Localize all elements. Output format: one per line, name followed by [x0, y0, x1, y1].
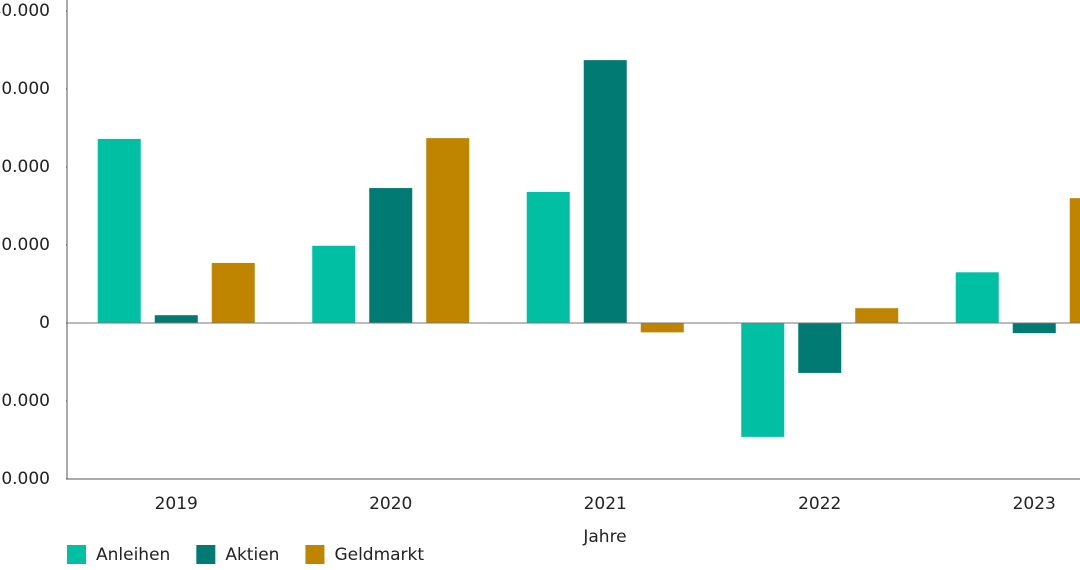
bar — [1069, 198, 1080, 323]
legend-swatch — [196, 545, 216, 564]
bar — [526, 191, 570, 323]
y-tick-label: 0 — [39, 313, 50, 333]
bar — [741, 323, 785, 437]
y-tick-label: 40.000 — [0, 1, 50, 21]
bar — [855, 308, 899, 323]
y-tick-label: -20.000 — [0, 469, 50, 489]
legend-label: Aktien — [225, 545, 279, 565]
legend-label: Anleihen — [96, 545, 170, 565]
bar — [426, 138, 470, 323]
legend-swatch — [305, 545, 325, 564]
bar — [798, 323, 842, 373]
bar — [640, 323, 684, 333]
x-tick-label: 2021 — [584, 494, 627, 514]
y-tick-label: 20.000 — [0, 157, 50, 177]
x-tick-label: 2022 — [798, 494, 841, 514]
x-axis-title: Jahre — [582, 527, 626, 547]
x-tick-label: 2020 — [369, 494, 412, 514]
y-tick-label: 10.000 — [0, 235, 50, 255]
bar — [211, 262, 255, 323]
x-tick-label: 2019 — [155, 494, 198, 514]
legend-swatch — [67, 545, 86, 564]
bar — [955, 272, 999, 323]
bar — [312, 245, 356, 323]
y-tick-label: -10.000 — [0, 391, 50, 411]
x-tick-label: 2023 — [1013, 494, 1056, 514]
bar — [154, 315, 198, 323]
bar — [583, 60, 627, 323]
legend-label: Geldmarkt — [334, 545, 424, 565]
bar — [97, 138, 141, 323]
bar — [369, 188, 413, 323]
bar — [1012, 323, 1056, 334]
y-tick-label: 30.000 — [0, 79, 50, 99]
